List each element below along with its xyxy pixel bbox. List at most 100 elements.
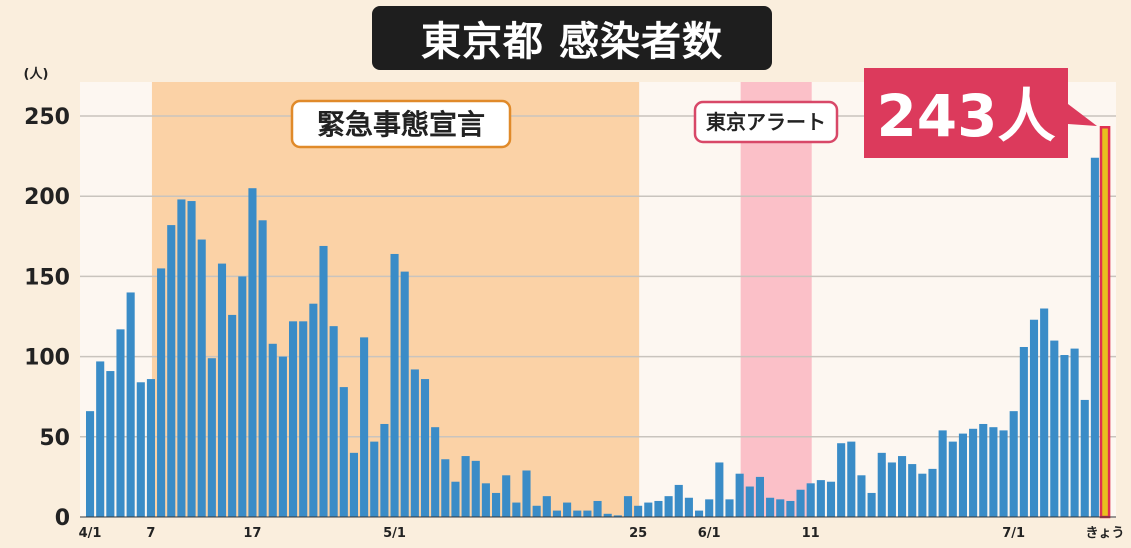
bar (857, 475, 866, 517)
bar (339, 387, 348, 517)
bar (1029, 319, 1039, 517)
bar (1019, 346, 1028, 517)
bar (370, 441, 379, 517)
bar (908, 464, 917, 517)
bar (451, 481, 460, 517)
bar (167, 225, 176, 517)
bar (705, 499, 714, 517)
bar (816, 480, 825, 517)
bar (999, 430, 1008, 517)
bar (329, 326, 338, 517)
bar (177, 199, 186, 517)
bar (715, 462, 724, 517)
x-tick-label: 11 (802, 526, 820, 541)
bar-today (1099, 126, 1111, 519)
bar (745, 486, 754, 517)
bar (654, 500, 663, 517)
y-tick-label: 150 (24, 265, 70, 290)
bar (207, 358, 216, 517)
bar (826, 481, 836, 517)
bar (349, 452, 358, 517)
bar (116, 329, 125, 517)
bar (1009, 411, 1018, 517)
today-callout-box (864, 68, 1097, 158)
bar (289, 321, 298, 517)
bar (644, 502, 653, 517)
bar (948, 441, 957, 517)
bar (410, 369, 419, 517)
bar (502, 475, 511, 517)
bar (887, 462, 896, 517)
bar (319, 245, 328, 517)
axis-layer: 0 50 100 150 200 250 (人) 4/1 7 17 5/1 25 6/1 11 7/1 きょう (24, 66, 1125, 541)
bar (867, 492, 876, 517)
x-tick-label: 7/1 (1002, 526, 1025, 541)
bar (634, 505, 643, 517)
bar (136, 382, 145, 517)
bar (96, 361, 105, 517)
bar (776, 499, 785, 517)
bar (238, 276, 247, 517)
bar (126, 292, 135, 517)
bar (197, 239, 206, 518)
bar (898, 456, 907, 517)
span-label-0: 緊急事態宣言 (317, 108, 485, 141)
bar (766, 497, 775, 517)
bar (1050, 340, 1059, 517)
bar (725, 499, 734, 517)
y-axis-unit: (人) (24, 66, 49, 82)
today-callout-label: 243人 (876, 82, 1055, 150)
bar (603, 513, 612, 517)
y-tick-label: 50 (39, 426, 70, 451)
bar (106, 371, 115, 517)
bar (593, 500, 602, 517)
bar (258, 220, 267, 518)
bar (461, 456, 470, 517)
bar (1080, 399, 1089, 517)
bar (309, 303, 318, 517)
bar (390, 253, 399, 517)
chart-title: 東京都 感染者数 (372, 6, 772, 70)
bar (146, 379, 155, 517)
bar (532, 505, 541, 517)
bar (441, 459, 450, 517)
bar (400, 271, 409, 517)
bar (796, 489, 805, 517)
bar (360, 337, 369, 517)
bar (481, 483, 490, 517)
bar-layer (86, 126, 1111, 519)
bar (86, 411, 95, 517)
bar (613, 515, 622, 517)
bar (735, 473, 744, 517)
bar (664, 496, 673, 517)
bar (583, 510, 592, 517)
bar (928, 468, 937, 517)
bar (695, 510, 704, 517)
bar (278, 356, 287, 517)
bar (1070, 348, 1079, 517)
bar (786, 500, 795, 517)
bar (512, 502, 521, 517)
bar (674, 484, 683, 517)
y-tick-label: 250 (24, 105, 70, 130)
bar (938, 430, 947, 517)
bar (806, 483, 815, 517)
bar (1060, 355, 1069, 517)
x-tick-label: 5/1 (383, 526, 406, 541)
bar (1040, 308, 1049, 517)
x-tick-label: 17 (243, 526, 261, 541)
bar (542, 496, 551, 517)
bar (684, 497, 693, 517)
y-tick-label: 200 (24, 185, 70, 210)
bar (228, 314, 237, 517)
bar (299, 321, 308, 517)
bar (877, 452, 886, 517)
bar (958, 433, 967, 517)
label-layer: 緊急事態宣言 東京アラート 243人 (290, 68, 1097, 158)
bar (979, 423, 988, 517)
x-tick-label: きょう (1086, 526, 1125, 541)
bar (623, 496, 633, 517)
y-tick-label: 100 (24, 346, 70, 371)
bar (492, 492, 501, 517)
